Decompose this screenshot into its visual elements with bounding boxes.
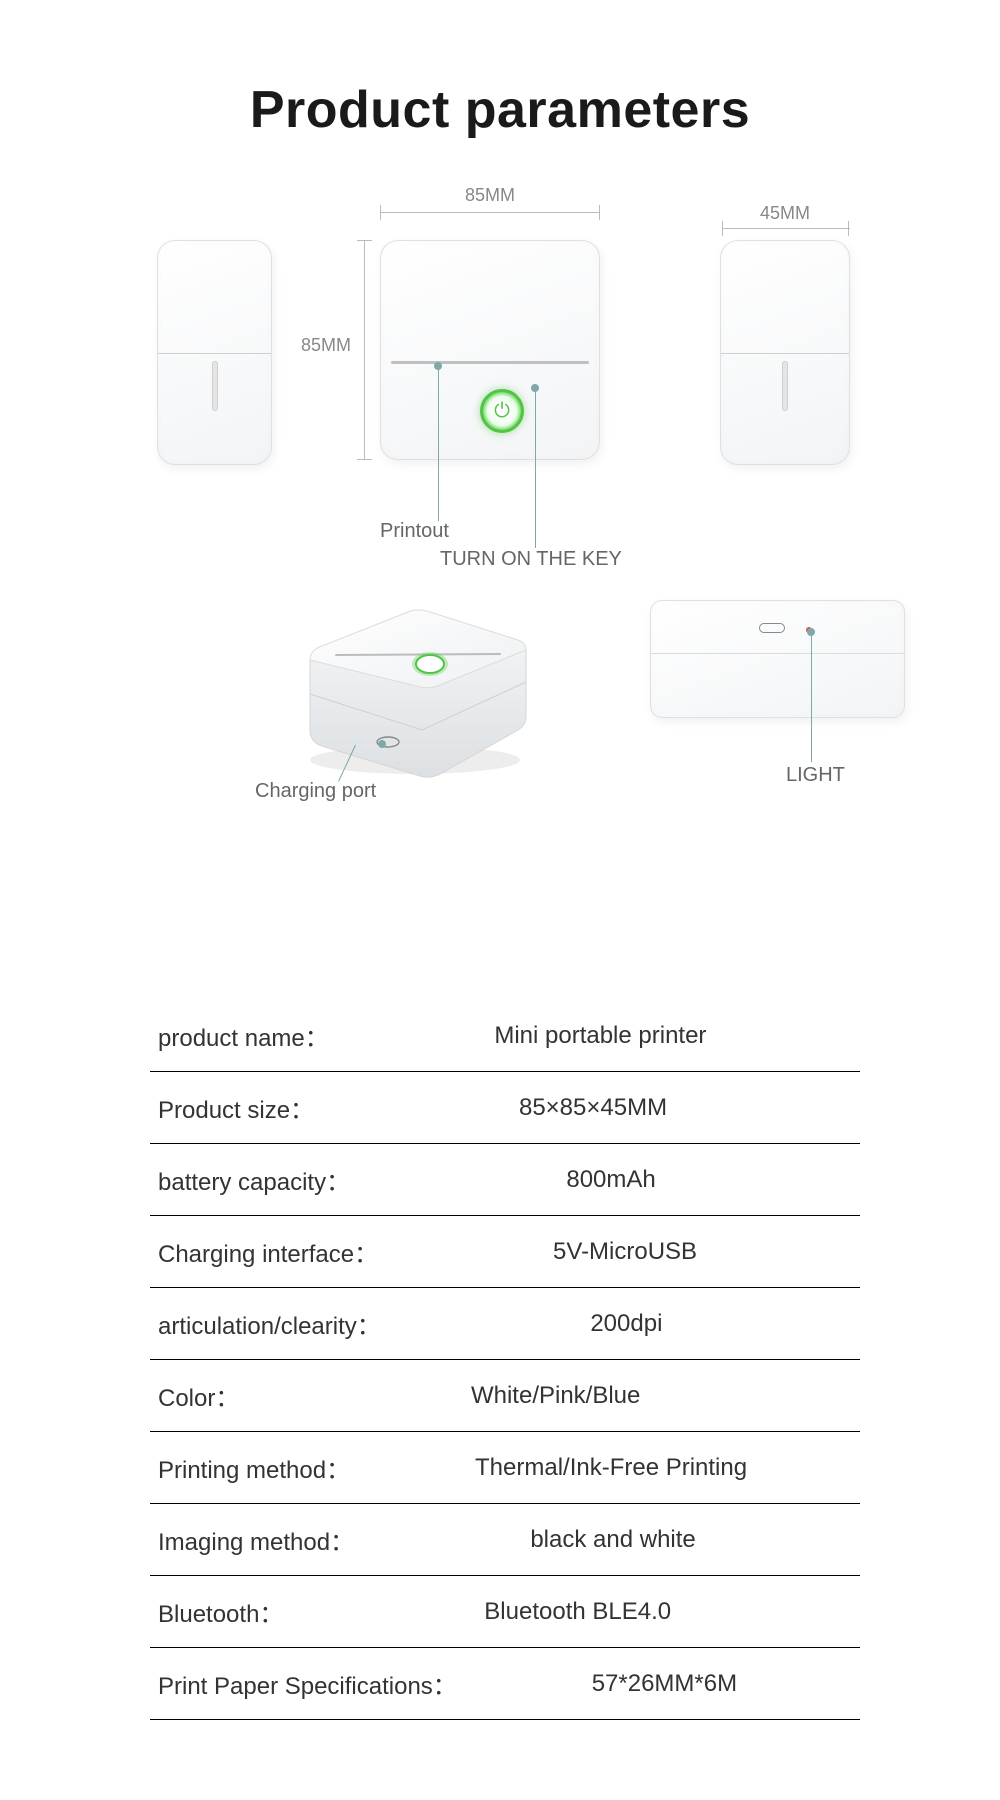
spec-table: product name：Mini portable printer Produ… xyxy=(150,1000,860,1720)
spec-value: Mini portable printer xyxy=(329,1022,852,1050)
callout-charging-port: Charging port xyxy=(255,780,376,803)
dim-width-label: 85MM xyxy=(380,185,600,206)
device-back xyxy=(650,600,905,718)
spec-key: Product size： xyxy=(158,1090,314,1125)
device-front xyxy=(380,240,600,460)
spec-row: Printing method：Thermal/Ink-Free Printin… xyxy=(150,1432,860,1504)
dim-width-bar xyxy=(380,212,600,213)
spec-value: Thermal/Ink-Free Printing xyxy=(350,1454,852,1482)
spec-value: 57*26MM*6M xyxy=(457,1670,852,1698)
spec-row: Product size：85×85×45MM xyxy=(150,1072,860,1144)
spec-key: Printing method： xyxy=(158,1450,350,1485)
spec-row: Imaging method：black and white xyxy=(150,1504,860,1576)
spec-key: Bluetooth： xyxy=(158,1594,283,1629)
spec-value: 800mAh xyxy=(350,1166,852,1194)
spec-value: Bluetooth BLE4.0 xyxy=(283,1598,852,1626)
spec-row: articulation/clearity：200dpi xyxy=(150,1288,860,1360)
spec-value: White/Pink/Blue xyxy=(239,1382,852,1410)
spec-row: product name：Mini portable printer xyxy=(150,1000,860,1072)
device-isometric xyxy=(280,590,540,780)
spec-value: 200dpi xyxy=(381,1310,852,1338)
spec-key: product name： xyxy=(158,1018,329,1053)
spec-key: Imaging method： xyxy=(158,1522,354,1557)
dim-depth-bar xyxy=(722,228,850,229)
device-side-left xyxy=(157,240,272,465)
page-title: Product parameters xyxy=(0,0,1000,140)
spec-row: Color：White/Pink/Blue xyxy=(150,1360,860,1432)
callout-printout: Printout xyxy=(380,520,449,543)
spec-key: Charging interface： xyxy=(158,1234,378,1269)
spec-value: 85×85×45MM xyxy=(314,1094,852,1122)
product-diagram: 85MM 45MM 85MM Printout TURN ON THE KEY xyxy=(0,170,1000,870)
spec-row: Bluetooth：Bluetooth BLE4.0 xyxy=(150,1576,860,1648)
dim-height-bar xyxy=(364,240,365,460)
device-side-right xyxy=(720,240,850,465)
callout-light: LIGHT xyxy=(786,764,845,787)
spec-key: Color： xyxy=(158,1378,239,1413)
usb-port-icon xyxy=(759,623,785,633)
spec-key: battery capacity： xyxy=(158,1162,350,1197)
spec-key: Print Paper Specifications： xyxy=(158,1666,457,1701)
spec-row: battery capacity：800mAh xyxy=(150,1144,860,1216)
paper-slot xyxy=(391,361,589,364)
spec-row: Charging interface：5V-MicroUSB xyxy=(150,1216,860,1288)
spec-row: Print Paper Specifications：57*26MM*6M xyxy=(150,1648,860,1720)
dim-height-label: 85MM xyxy=(296,335,356,356)
power-button-icon xyxy=(480,389,524,433)
dim-depth-label: 45MM xyxy=(720,203,850,224)
callout-turn-on: TURN ON THE KEY xyxy=(440,548,622,571)
spec-key: articulation/clearity： xyxy=(158,1306,381,1341)
spec-value: 5V-MicroUSB xyxy=(378,1238,852,1266)
spec-value: black and white xyxy=(354,1526,852,1554)
